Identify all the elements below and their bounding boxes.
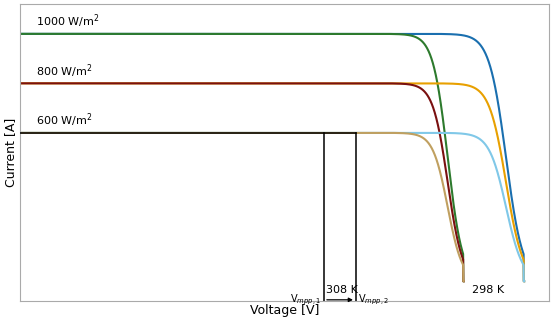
Y-axis label: Current [A]: Current [A]	[4, 118, 17, 187]
Text: 1000 W/m$^2$: 1000 W/m$^2$	[36, 13, 100, 30]
Text: 800 W/m$^2$: 800 W/m$^2$	[36, 62, 92, 80]
Text: 298 K: 298 K	[472, 285, 504, 295]
Text: V$_{mpp,2}$: V$_{mpp,2}$	[358, 293, 389, 307]
Text: 600 W/m$^2$: 600 W/m$^2$	[36, 111, 92, 129]
Text: V$_{mpp,1}$: V$_{mpp,1}$	[290, 293, 321, 307]
X-axis label: Voltage [V]: Voltage [V]	[250, 304, 319, 317]
Text: 308 K: 308 K	[326, 285, 358, 295]
